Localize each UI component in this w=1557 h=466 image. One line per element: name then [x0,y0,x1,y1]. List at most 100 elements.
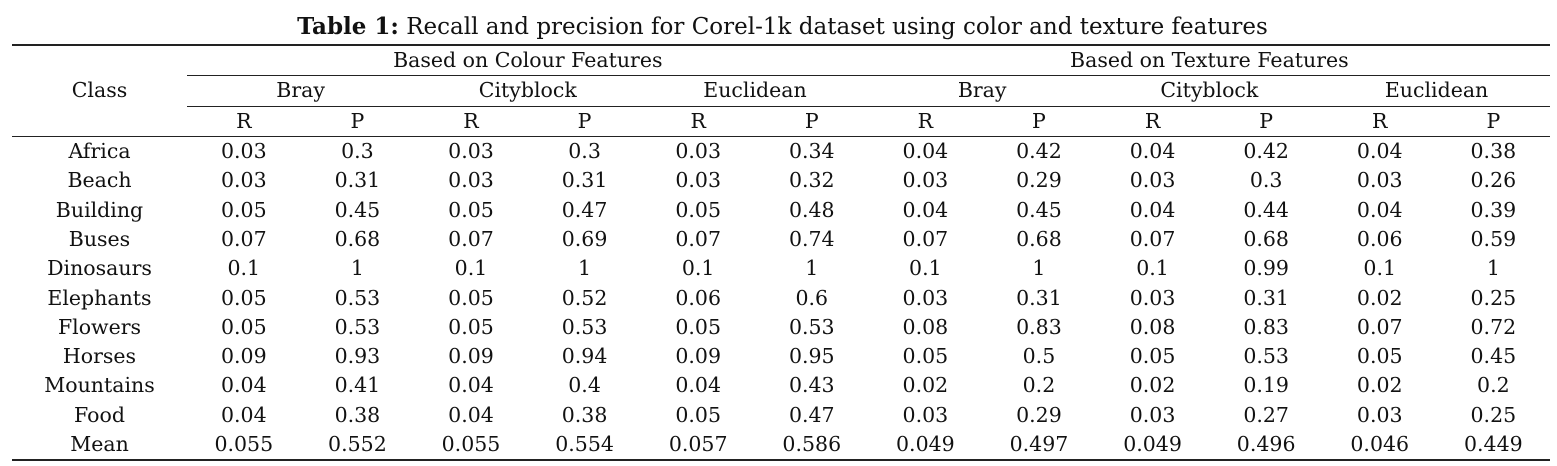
table-cell: 0.049 [1123,432,1182,456]
table-cell: 0.05 [448,285,494,310]
header-row-metrics: Bray Cityblock Euclidean Bray Cityblock … [12,75,1551,107]
table-row: Flowers 0.05 0.53 0.05 0.53 0.05 0.53 0.08 0.83 0… [12,313,1550,342]
table-cell: 0.03 [902,168,949,193]
table-row: Mountains 0.04 0.41 0.04 0.4 0.04 0.43 0.02 0.2 0… [12,371,1550,400]
metric-header-colour-euclidean: Euclidean [641,75,869,107]
table-cell: 0.99 [1243,256,1289,281]
table-cell: 0.03 [1129,168,1176,193]
table-cell: 0.93 [334,344,381,369]
table-cell: 0.03 [1129,285,1176,310]
table-cell: 0.4 [568,373,601,398]
row-class-label: Dinosaurs [47,256,152,281]
table-cell: 0.29 [1016,168,1062,193]
table-cell: 0.05 [675,314,721,339]
table-cell: 0.42 [1016,139,1062,164]
subcol-header-p: P [1436,106,1551,137]
table-cell: 0.449 [1464,432,1523,456]
row-class-label: Beach [67,168,132,193]
table-cell: 0.03 [1356,168,1403,193]
table-cell: 0.07 [902,226,949,251]
table-cell: 0.02 [902,373,949,398]
table-cell: 0.68 [1243,226,1289,251]
table-cell: 0.45 [1470,344,1517,369]
table-row: Dinosaurs 0.1 1 0.1 1 0.1 1 0.1 1 0.1 0.99 0.1 1 [12,254,1550,283]
subcol-header-p: P [754,106,869,137]
metric-header-texture-bray: Bray [868,75,1096,107]
table-cell: 0.03 [675,139,721,164]
table-cell: 0.05 [220,285,267,310]
table-cell: 0.09 [675,344,721,369]
table-cell: 0.552 [328,432,387,456]
table-row: Elephants 0.05 0.53 0.05 0.52 0.06 0.6 0.03 0.31… [12,283,1550,312]
metric-header-texture-euclidean: Euclidean [1322,75,1551,107]
subcol-header-p: P [300,106,415,137]
row-class-label: Horses [62,344,137,369]
table-cell: 0.1 [227,256,261,281]
subcol-header-r: R [414,106,528,137]
table-cell: 0.04 [448,402,494,427]
table-cell: 0.055 [214,432,274,456]
table-cell: 0.3 [1249,168,1283,193]
row-class-label: Flowers [57,314,142,339]
subcol-header-r: R [187,106,301,137]
row-class-label: Food [74,402,125,427]
table-cell: 0.68 [1016,226,1062,251]
table-cell: 0.03 [448,139,494,164]
group-header-texture: Based on Texture Features [868,44,1551,77]
table-cell: 0.83 [1243,314,1289,339]
table-cell: 0.04 [1356,139,1403,164]
table-row: Horses 0.09 0.93 0.09 0.94 0.09 0.95 0.05 0.5 0.0… [12,342,1550,371]
table-cell: 0.43 [788,373,835,398]
table-cell: 0.04 [1356,197,1403,222]
subcol-header-r: R [1322,106,1437,137]
table-cell: 0.2 [1477,373,1510,398]
table-cell: 0.3 [341,139,374,164]
table-cell: 0.95 [788,344,835,369]
table-cell: 0.39 [1470,197,1517,222]
table-cell: 0.74 [788,226,835,251]
table-caption: Table 1: Recall and precision for Corel-… [0,12,1557,42]
table-cell: 1 [578,256,592,281]
table-cell: 0.03 [220,168,267,193]
table-cell: 0.046 [1350,432,1410,456]
metric-header-colour-cityblock: Cityblock [414,75,642,107]
table-cell: 0.47 [788,402,835,427]
table-cell: 0.5 [1022,344,1056,369]
table-cell: 0.83 [1016,314,1062,339]
table-cell: 0.04 [675,373,721,398]
table-cell: 0.05 [1129,344,1176,369]
row-class-label: Building [55,197,144,222]
table-cell: 1 [1486,256,1500,281]
caption-text: Recall and precision for Corel-1k datase… [398,14,1268,40]
table-cell: 0.47 [561,197,608,222]
table-cell: 0.31 [1016,285,1062,310]
table-cell: 0.055 [441,432,501,456]
table-cell: 0.03 [220,139,267,164]
table-cell: 0.03 [902,402,949,427]
table-cell: 0.04 [1129,139,1176,164]
subcol-header-p: P [527,106,642,137]
row-class-label: Elephants [47,285,152,310]
table-cell: 0.1 [909,256,942,281]
table-row: Mean 0.055 0.552 0.055 0.554 0.057 0.586 0.049 0… [12,430,1551,461]
table-cell: 0.69 [561,226,608,251]
table-cell: 0.53 [788,314,835,339]
table-cell: 0.19 [1243,373,1289,398]
table-cell: 0.72 [1470,314,1517,339]
table-cell: 0.52 [561,285,608,310]
table-cell: 0.09 [220,344,267,369]
table-cell: 0.07 [220,226,267,251]
table-cell: 0.1 [1363,256,1397,281]
table-cell: 0.05 [1356,344,1403,369]
table-cell: 0.05 [220,197,267,222]
table-cell: 0.03 [902,285,949,310]
table-cell: 0.057 [668,432,728,456]
table-cell: 0.02 [1356,285,1403,310]
subcol-header-r: R [868,106,983,137]
table-cell: 0.04 [220,373,267,398]
table-cell: 0.586 [782,432,842,456]
table-cell: 0.68 [334,226,381,251]
table-cell: 0.049 [896,432,955,456]
